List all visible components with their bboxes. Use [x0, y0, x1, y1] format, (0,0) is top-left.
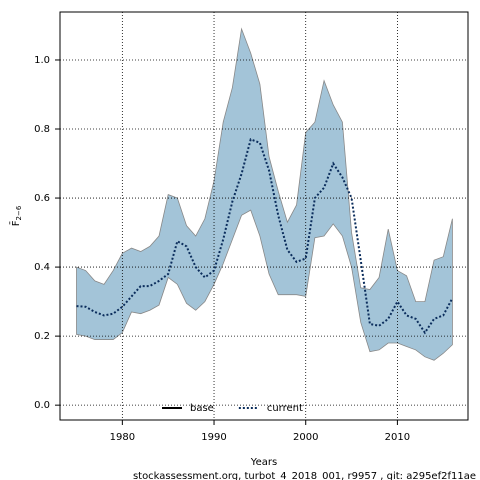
- legend-label: current: [267, 403, 303, 414]
- y-tick-label: 0.4: [34, 262, 50, 273]
- y-axis-label: F̄2−6: [9, 205, 23, 226]
- y-tick-label: 1.0: [34, 55, 50, 66]
- x-tick-label: 2000: [293, 432, 318, 443]
- y-axis-label-subscript: 2−6: [15, 205, 23, 220]
- x-tick-label: 1990: [201, 432, 226, 443]
- y-axis-label-main: F̄: [9, 220, 22, 226]
- plot-frame: [59, 11, 469, 421]
- x-tick-label: 2010: [385, 432, 410, 443]
- legend-label: base: [190, 403, 214, 414]
- x-axis-label: Years: [250, 457, 277, 468]
- y-tick-label: 0.0: [34, 400, 50, 411]
- y-tick-label: 0.8: [34, 124, 50, 135]
- footer-text: stockassessment.org, turbot_4_2018_001, …: [133, 471, 476, 480]
- y-tick-label: 0.2: [34, 331, 50, 342]
- y-tick-label: 0.6: [34, 193, 50, 204]
- x-tick-label: 1980: [110, 432, 135, 443]
- confidence-band: [76, 27, 453, 361]
